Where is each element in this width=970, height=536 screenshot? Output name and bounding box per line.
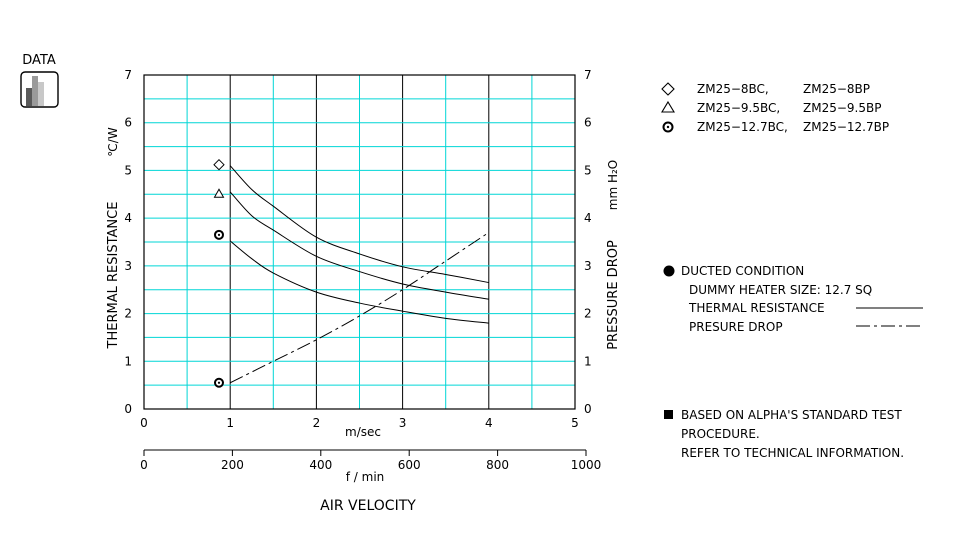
bullet-square-icon	[664, 410, 673, 419]
bullet-filled-circle-icon	[663, 265, 675, 277]
legend-col2: ZM25−9.5BP	[803, 101, 881, 115]
y-left-tick-label: 3	[124, 259, 132, 273]
x-tick-labels: 0 1 2 3 4 5	[140, 416, 579, 430]
y-right-tick-label: 6	[584, 116, 592, 130]
diamond-icon	[661, 82, 675, 96]
y-right-tick-label: 2	[584, 307, 592, 321]
legend-col2: ZM25−12.7BP	[803, 120, 889, 134]
secondary-axis-tick-label: 800	[486, 458, 509, 472]
data-curves	[229, 165, 490, 384]
legend-col1: ZM25−12.7BC,	[697, 120, 788, 134]
legend-item: ZM25−8BC, ZM25−8BP	[661, 82, 870, 96]
y-left-title: THERMAL RESISTANCE	[106, 202, 121, 350]
badge-label: DATA	[22, 53, 56, 68]
y-left-tick-label: 7	[124, 68, 132, 82]
y-left-unit: ℃/W	[106, 127, 120, 157]
note-block: BASED ON ALPHA'S STANDARD TEST PROCEDURE…	[664, 408, 904, 460]
y-right-tick-labels: 0 1 2 3 4 5 6 7	[584, 68, 592, 416]
secondary-axis-tick-label: 1000	[571, 458, 602, 472]
secondary-axis-tick-label: 600	[398, 458, 421, 472]
y-right-tick-label: 4	[584, 211, 592, 225]
y-right-unit: mm H₂O	[606, 160, 620, 210]
secondary-x-axis: 0 200 400 600 800 1000	[140, 449, 602, 472]
secondary-axis-tick-label: 0	[140, 458, 148, 472]
x-tick-label: 2	[313, 416, 321, 430]
secondary-axis-tick-label: 200	[221, 458, 244, 472]
plot-area	[143, 74, 576, 410]
x-tick-label: 0	[140, 416, 148, 430]
grid-lines	[144, 75, 575, 409]
legend-col2: ZM25−8BP	[803, 82, 870, 96]
y-left-tick-label: 5	[124, 163, 132, 177]
x-tick-label: 1	[226, 416, 234, 430]
thermal-resistance-curve	[229, 240, 489, 324]
bar-chart-icon	[20, 71, 59, 108]
conditions-pressure-label: PRESURE DROP	[689, 320, 783, 334]
note-line: BASED ON ALPHA'S STANDARD TEST	[681, 408, 902, 422]
circle-dot-marker-center	[217, 233, 221, 236]
note-line: REFER TO TECHNICAL INFORMATION.	[681, 446, 904, 460]
y-right-tick-label: 3	[584, 259, 592, 273]
note-line: PROCEDURE.	[681, 427, 760, 441]
secondary-axis-tick-label: 400	[309, 458, 332, 472]
legend-item: ZM25−12.7BC, ZM25−12.7BP	[662, 120, 889, 134]
x-axis-title: AIR VELOCITY	[320, 498, 416, 514]
thermal-resistance-curve	[229, 191, 489, 300]
legend-col1: ZM25−8BC,	[697, 82, 769, 96]
y-right-tick-label: 5	[584, 163, 592, 177]
y-right-title: PRESSURE DROP	[606, 240, 621, 350]
legend-col1: ZM25−9.5BC,	[697, 101, 780, 115]
triangle-marker	[213, 188, 225, 198]
y-left-tick-labels: 0 1 2 3 4 5 6 7	[124, 68, 132, 416]
y-left-tick-label: 1	[124, 354, 132, 368]
diamond-marker	[213, 158, 225, 171]
y-right-tick-label: 0	[584, 402, 592, 416]
x-unit-top: m/sec	[345, 425, 381, 439]
conditions-block: DUCTED CONDITION DUMMY HEATER SIZE: 12.7…	[663, 264, 923, 334]
thermal-resistance-curve	[229, 165, 489, 284]
y-right-tick-label: 7	[584, 68, 592, 82]
conditions-heater: DUMMY HEATER SIZE: 12.7 SQ	[689, 283, 872, 297]
triangle-icon	[661, 100, 675, 113]
conditions-thermal-label: THERMAL RESISTANCE	[688, 301, 825, 315]
legend-item: ZM25−9.5BC, ZM25−9.5BP	[661, 100, 881, 115]
circle-dot-icon	[662, 121, 674, 133]
x-tick-label: 3	[399, 416, 407, 430]
data-markers	[213, 158, 225, 388]
x-tick-label: 5	[571, 416, 579, 430]
x-unit-bottom: f / min	[346, 470, 385, 484]
y-left-tick-label: 2	[124, 307, 132, 321]
legend: ZM25−8BC, ZM25−8BP ZM25−9.5BC, ZM25−9.5B…	[661, 82, 889, 134]
pressure-drop-curve	[229, 232, 490, 384]
circle-dot-marker-center	[217, 381, 221, 384]
x-tick-label: 4	[485, 416, 493, 430]
y-right-tick-label: 1	[584, 354, 592, 368]
y-left-tick-label: 6	[124, 116, 132, 130]
y-left-tick-label: 4	[124, 211, 132, 225]
plot-frame	[143, 74, 576, 410]
data-badge: DATA	[20, 53, 59, 108]
y-left-tick-label: 0	[124, 402, 132, 416]
conditions-heading: DUCTED CONDITION	[681, 264, 804, 278]
